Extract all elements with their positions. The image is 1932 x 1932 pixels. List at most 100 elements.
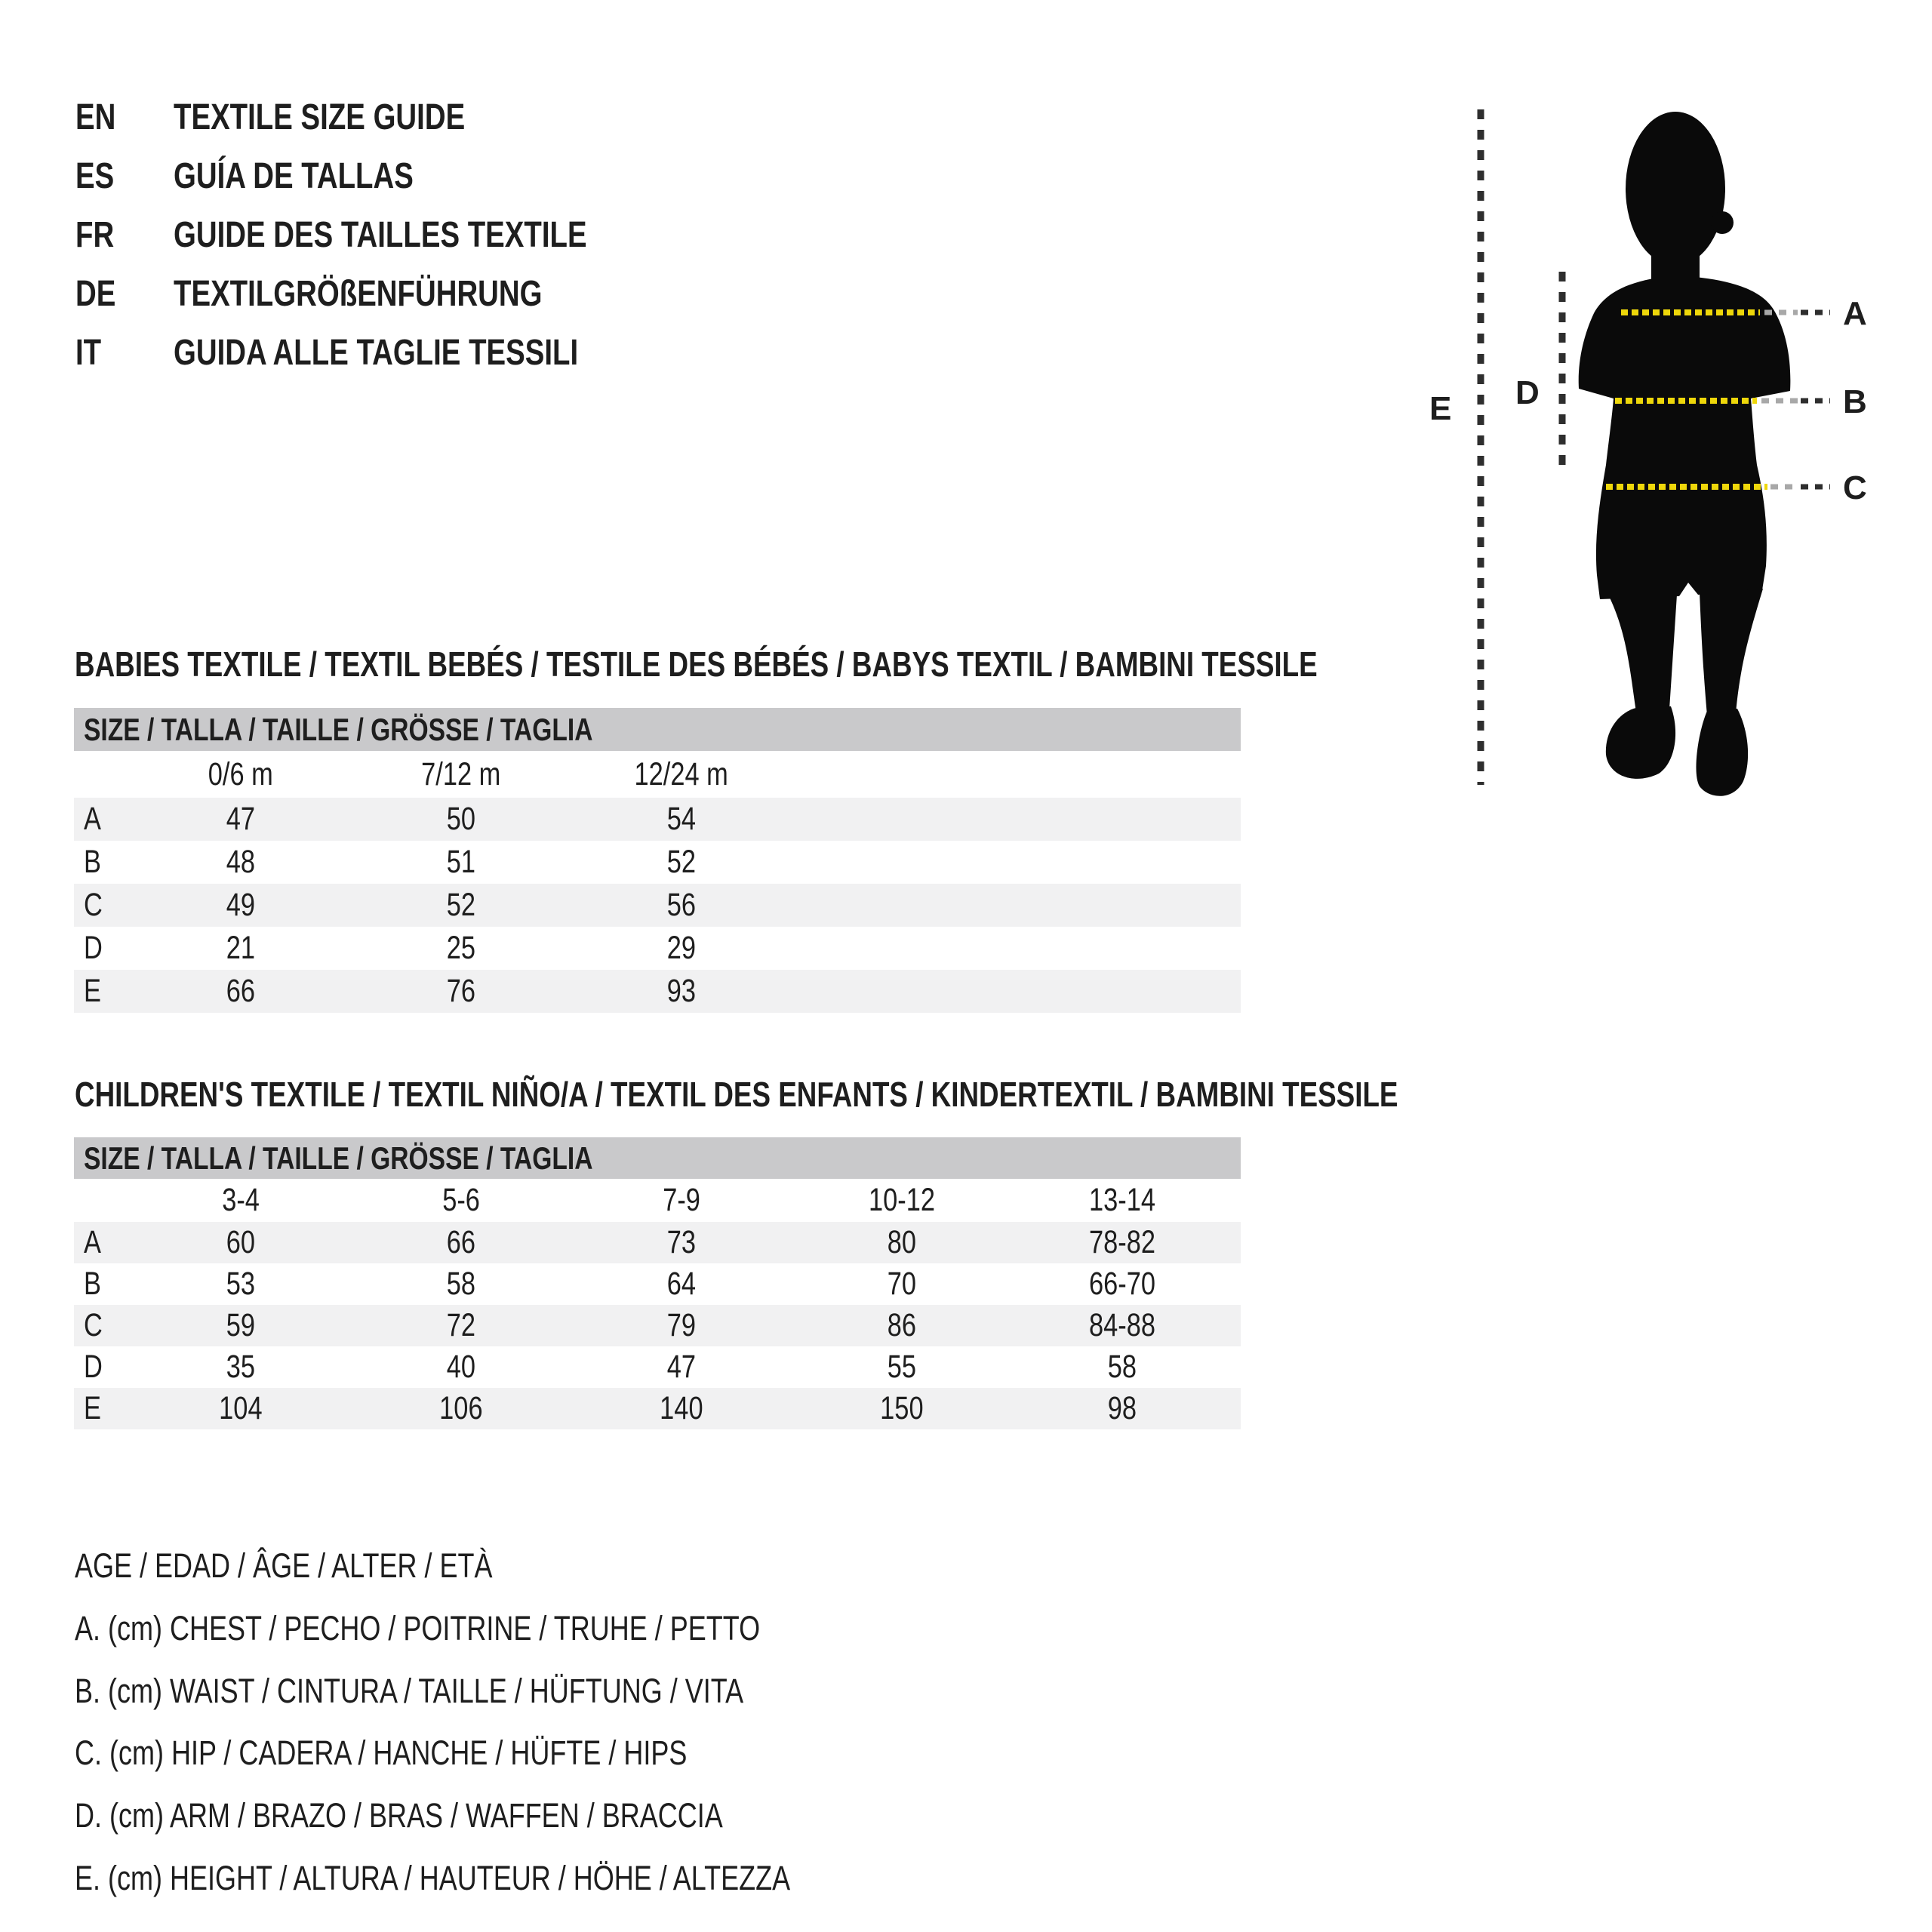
legend-line-hip: C. (cm) HIP / CADERA / HANCHE / HÜFTE / … [75, 1736, 840, 1770]
language-code-text: DE [75, 273, 116, 314]
row-label: E [74, 973, 131, 1010]
table-cell: 35 [131, 1349, 351, 1386]
cell-text: 104 [219, 1390, 263, 1426]
table-cell: 48 [131, 844, 351, 881]
cell-text: 93 [666, 973, 697, 1009]
table-cell: 72 [351, 1307, 571, 1344]
cell-text: 50 [446, 801, 476, 837]
row-label-text: B [84, 1266, 101, 1302]
row-label-text: C [84, 1307, 103, 1343]
silhouette-left-shoe [1605, 706, 1676, 779]
language-code-text: EN [75, 97, 116, 137]
children-col-header: 13-14 [1012, 1182, 1232, 1219]
language-code: FR [75, 214, 174, 256]
table-cell: 47 [131, 801, 351, 838]
table-row: E 66 76 93 [74, 970, 1241, 1013]
legend-line-height: E. (cm) HEIGHT / ALTURA / HAUTEUR / HÖHE… [75, 1861, 969, 1896]
table-cell: 56 [571, 887, 792, 924]
cell-text: 51 [446, 844, 476, 880]
cell-text: 84-88 [1088, 1307, 1155, 1343]
table-row: D 21 25 29 [74, 927, 1241, 970]
children-col-header: 3-4 [131, 1182, 351, 1219]
language-code-text: FR [75, 214, 115, 255]
children-col-header-text: 5-6 [442, 1182, 480, 1218]
cell-text: 60 [226, 1224, 256, 1260]
table-cell: 52 [571, 844, 792, 881]
table-cell: 106 [351, 1390, 571, 1427]
cell-text: 25 [446, 930, 476, 966]
row-label-text: E [84, 973, 101, 1009]
table-cell: 98 [1012, 1390, 1232, 1427]
table-cell: 150 [792, 1390, 1012, 1427]
language-title: GUÍA DE TALLAS [174, 155, 473, 197]
figure-label-D: D [1515, 374, 1540, 411]
children-col-header-text: 10-12 [868, 1182, 935, 1218]
table-cell: 66-70 [1012, 1266, 1232, 1303]
cell-text: 48 [226, 844, 256, 880]
legend-text: B. (cm) WAIST / CINTURA / TAILLE / HÜFTU… [75, 1672, 744, 1710]
language-row-fr: FR GUIDE DES TAILLES TEXTILE [75, 205, 691, 264]
language-list: EN TEXTILE SIZE GUIDE ES GUÍA DE TALLAS … [75, 88, 691, 382]
table-cell: 50 [351, 801, 571, 838]
table-cell: 53 [131, 1266, 351, 1303]
language-title-text: TEXTILE SIZE GUIDE [174, 97, 466, 137]
babies-col-header-text: 12/24 m [634, 755, 729, 792]
silhouette-head [1626, 112, 1725, 266]
language-row-es: ES GUÍA DE TALLAS [75, 146, 691, 205]
babies-heading-text: BABIES TEXTILE / TEXTIL BEBÉS / TESTILE … [75, 645, 1318, 684]
row-label: A [74, 1224, 131, 1261]
language-code: DE [75, 273, 174, 315]
row-label-text: D [84, 1349, 103, 1385]
language-title-text: GUÍA DE TALLAS [174, 155, 414, 196]
cell-text: 76 [446, 973, 476, 1009]
children-col-header: 5-6 [351, 1182, 571, 1219]
language-code-text: IT [75, 332, 102, 373]
language-code: EN [75, 97, 174, 138]
table-row: B 48 51 52 [74, 841, 1241, 884]
cell-text: 70 [887, 1266, 917, 1302]
children-col-header: 10-12 [792, 1182, 1012, 1219]
table-row: B 53 58 64 70 66-70 [74, 1263, 1241, 1305]
figure-label-E: E [1429, 390, 1451, 427]
children-col-header-text: 3-4 [222, 1182, 260, 1218]
cell-text: 98 [1107, 1390, 1137, 1426]
silhouette-torso [1578, 275, 1791, 599]
cell-text: 64 [666, 1266, 697, 1302]
table-cell: 66 [351, 1224, 571, 1261]
children-col-header: 7-9 [571, 1182, 792, 1219]
cell-text: 29 [666, 930, 697, 966]
cell-text: 86 [887, 1307, 917, 1343]
table-cell: 59 [131, 1307, 351, 1344]
figure-label-B: B [1843, 383, 1867, 420]
language-title-text: GUIDE DES TAILLES TEXTILE [174, 214, 587, 255]
language-code: ES [75, 155, 174, 197]
cell-text: 140 [660, 1390, 703, 1426]
language-title-text: GUIDA ALLE TAGLIE TESSILI [174, 332, 579, 373]
children-heading-text: CHILDREN'S TEXTILE / TEXTIL NIÑO/A / TEX… [75, 1075, 1398, 1114]
table-cell: 51 [351, 844, 571, 881]
row-label-text: C [84, 887, 103, 923]
row-label: C [74, 1307, 131, 1344]
babies-col-header-text: 7/12 m [421, 755, 501, 792]
legend-line-arm: D. (cm) ARM / BRAZO / BRAS / WAFFEN / BR… [75, 1798, 884, 1833]
cell-text: 106 [439, 1390, 483, 1426]
row-label: A [74, 801, 131, 838]
babies-column-header-row: 0/6 m 7/12 m 12/24 m [74, 751, 1241, 798]
legend-line-waist: B. (cm) WAIST / CINTURA / TAILLE / HÜFTU… [75, 1674, 911, 1709]
table-cell: 47 [571, 1349, 792, 1386]
legend-text: E. (cm) HEIGHT / ALTURA / HAUTEUR / HÖHE… [75, 1859, 791, 1897]
cell-text: 79 [666, 1307, 697, 1343]
legend-text: A. (cm) CHEST / PECHO / POITRINE / TRUHE… [75, 1609, 761, 1647]
table-cell: 66 [131, 973, 351, 1010]
row-label-text: D [84, 930, 103, 966]
child-silhouette-diagram: A B C D E [1429, 109, 1867, 796]
table-cell: 64 [571, 1266, 792, 1303]
cell-text: 49 [226, 887, 256, 923]
language-row-en: EN TEXTILE SIZE GUIDE [75, 88, 691, 146]
cell-text: 80 [887, 1224, 917, 1260]
legend-text: D. (cm) ARM / BRAZO / BRAS / WAFFEN / BR… [75, 1796, 723, 1835]
silhouette-ear [1711, 211, 1734, 234]
cell-text: 78-82 [1088, 1224, 1155, 1260]
row-label: B [74, 844, 131, 881]
cell-text: 59 [226, 1307, 256, 1343]
